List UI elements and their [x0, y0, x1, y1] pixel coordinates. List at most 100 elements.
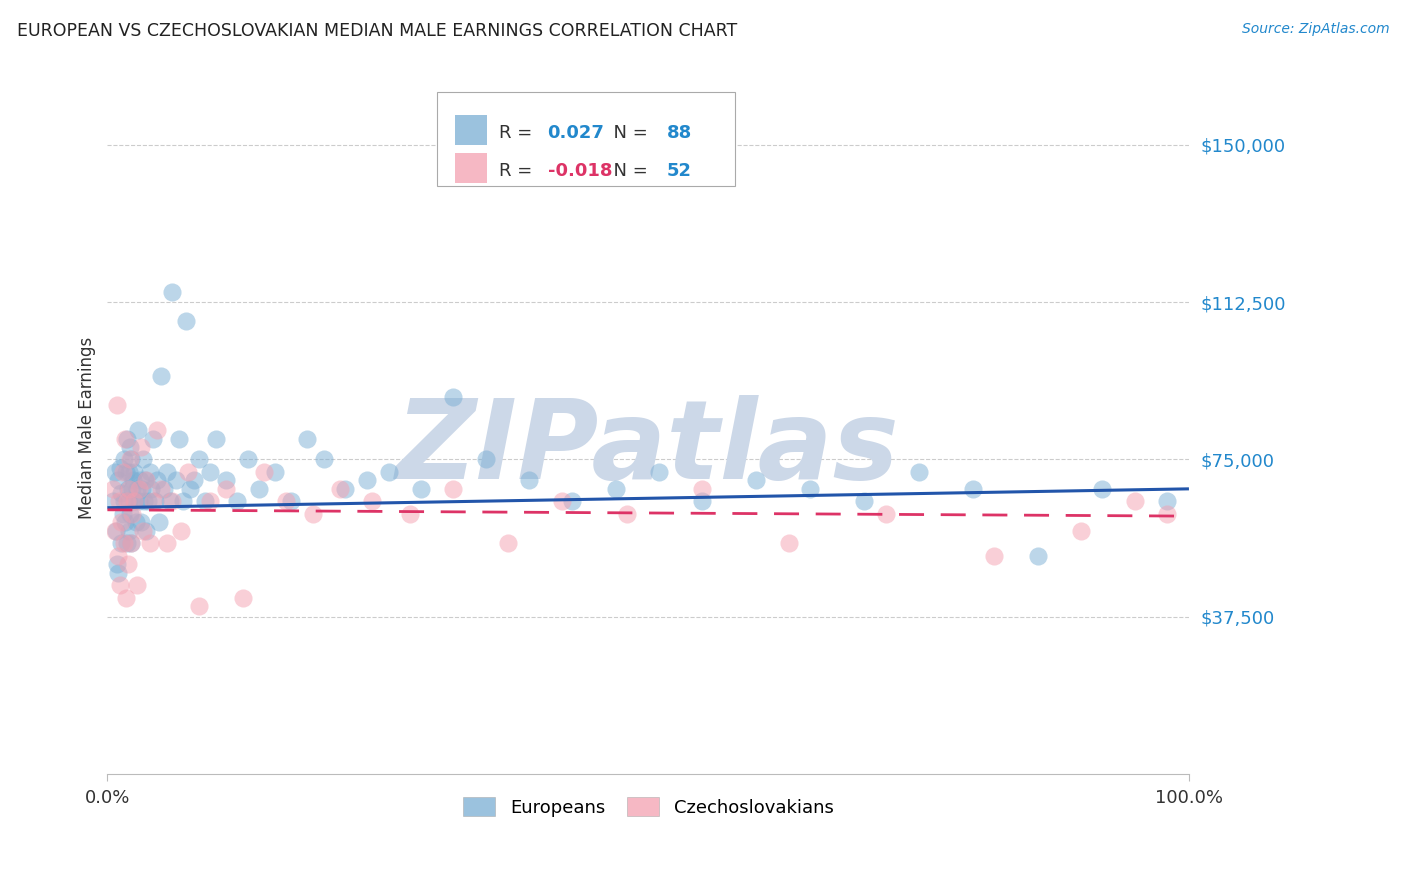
Point: [105, 524, 128, 538]
Point: [117, 482, 139, 496]
Point: [115, 536, 138, 550]
Point: [297, 432, 319, 446]
Point: [605, 482, 627, 496]
Point: [143, 494, 166, 508]
Point: [110, 486, 132, 500]
Point: [112, 452, 135, 467]
Point: [125, 578, 148, 592]
FancyBboxPatch shape: [454, 153, 486, 184]
Point: [1156, 494, 1178, 508]
Point: [799, 482, 821, 496]
Point: [114, 591, 136, 605]
Point: [107, 566, 129, 580]
Point: [179, 482, 201, 496]
Point: [125, 482, 148, 496]
Point: [101, 482, 124, 496]
Point: [517, 474, 540, 488]
Point: [253, 465, 276, 479]
Point: [105, 558, 128, 572]
Point: [111, 507, 134, 521]
Point: [745, 474, 768, 488]
Y-axis label: Median Male Earnings: Median Male Earnings: [79, 337, 96, 519]
Point: [110, 536, 132, 550]
Point: [853, 494, 876, 508]
Point: [114, 516, 136, 530]
Point: [247, 482, 270, 496]
Point: [118, 482, 141, 496]
Point: [194, 494, 217, 508]
Point: [162, 285, 184, 299]
Point: [110, 578, 132, 592]
Point: [188, 599, 211, 614]
Point: [496, 536, 519, 550]
Point: [232, 591, 254, 605]
Point: [114, 432, 136, 446]
Point: [1091, 482, 1114, 496]
Point: [121, 507, 143, 521]
Point: [215, 474, 238, 488]
Point: [111, 465, 134, 479]
Point: [118, 494, 141, 508]
Point: [302, 507, 325, 521]
Point: [128, 482, 150, 496]
FancyBboxPatch shape: [437, 92, 735, 186]
Point: [110, 461, 132, 475]
Point: [176, 314, 198, 328]
Point: [875, 507, 897, 521]
Point: [399, 507, 422, 521]
Point: [1070, 524, 1092, 538]
Point: [1123, 494, 1146, 508]
Point: [132, 524, 155, 538]
Point: [170, 524, 193, 538]
Text: R =: R =: [499, 162, 538, 180]
Point: [280, 494, 302, 508]
Point: [134, 474, 156, 488]
Point: [128, 474, 150, 488]
Text: N =: N =: [602, 162, 654, 180]
Point: [107, 549, 129, 563]
Point: [690, 482, 713, 496]
Point: [139, 482, 162, 496]
Text: -0.018: -0.018: [547, 162, 612, 180]
Point: [118, 524, 141, 538]
Point: [156, 536, 179, 550]
Point: [114, 465, 136, 479]
Point: [177, 465, 200, 479]
Point: [561, 494, 583, 508]
Point: [1026, 549, 1049, 563]
Text: 52: 52: [666, 162, 692, 180]
Point: [156, 465, 179, 479]
Point: [361, 494, 384, 508]
Point: [131, 482, 153, 496]
Point: [138, 536, 160, 550]
Point: [264, 465, 287, 479]
Point: [105, 398, 128, 412]
Point: [409, 482, 432, 496]
Point: [118, 465, 141, 479]
Point: [127, 423, 149, 437]
Point: [117, 558, 139, 572]
Point: [124, 494, 146, 508]
Point: [104, 524, 127, 538]
Point: [962, 482, 984, 496]
Text: N =: N =: [602, 124, 654, 142]
Point: [152, 482, 174, 496]
Point: [150, 368, 173, 383]
Point: [120, 536, 142, 550]
Point: [112, 536, 135, 550]
Point: [475, 452, 498, 467]
Point: [124, 494, 146, 508]
Point: [226, 494, 249, 508]
Point: [172, 494, 194, 508]
Point: [377, 465, 399, 479]
Legend: Europeans, Czechoslovakians: Europeans, Czechoslovakians: [456, 790, 841, 824]
Point: [165, 474, 187, 488]
Point: [138, 465, 160, 479]
Point: [104, 465, 127, 479]
Point: [159, 494, 181, 508]
Point: [142, 432, 165, 446]
Point: [146, 423, 169, 437]
Point: [188, 452, 211, 467]
Point: [550, 494, 572, 508]
Point: [183, 474, 205, 488]
